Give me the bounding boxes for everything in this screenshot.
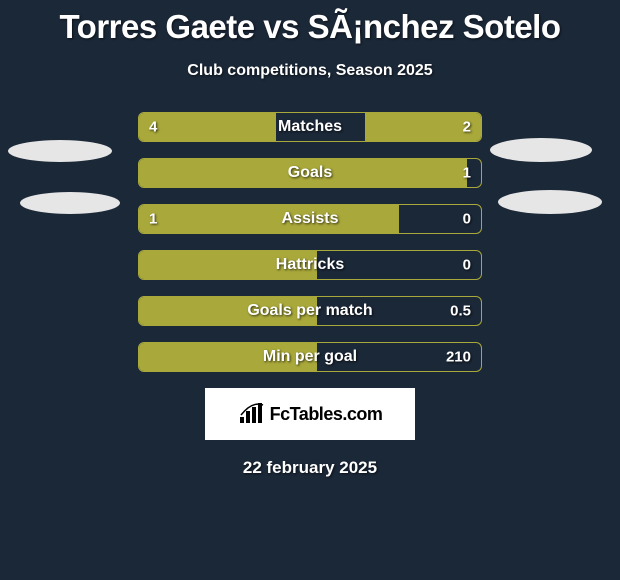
stat-value-right: 0: [463, 257, 471, 274]
stat-value-right: 2: [463, 119, 471, 136]
stat-value-left: 1: [149, 211, 157, 228]
player-oval: [498, 190, 602, 214]
player-oval: [490, 138, 592, 162]
stat-row: Assists 1 0: [138, 204, 482, 234]
stat-label: Goals per match: [247, 302, 372, 320]
stat-bar-left: [139, 205, 399, 233]
stat-row: Hattricks 0: [138, 250, 482, 280]
stat-row: Min per goal 210: [138, 342, 482, 372]
stat-row: Goals 1: [138, 158, 482, 188]
player-oval: [8, 140, 112, 162]
stat-value-right: 1: [463, 165, 471, 182]
stat-label: Matches: [278, 118, 342, 136]
player-oval: [20, 192, 120, 214]
stat-bar-left: [139, 113, 276, 141]
bars-icon: [238, 403, 266, 425]
comparison-subtitle: Club competitions, Season 2025: [0, 62, 620, 80]
stat-row: Matches 4 2: [138, 112, 482, 142]
comparison-title: Torres Gaete vs SÃ¡nchez Sotelo: [0, 0, 620, 46]
stat-label: Min per goal: [263, 348, 357, 366]
stat-label: Goals: [288, 164, 332, 182]
source-logo: FcTables.com: [205, 388, 415, 440]
stat-label: Hattricks: [276, 256, 344, 274]
stat-value-right: 0.5: [450, 303, 471, 320]
stats-chart: Matches 4 2 Goals 1 Assists 1 0 Hattricks 0 Goals …: [0, 112, 620, 372]
stat-label: Assists: [282, 210, 339, 228]
logo-text: FcTables.com: [270, 404, 383, 425]
stat-value-right: 0: [463, 211, 471, 228]
stat-value-left: 4: [149, 119, 157, 136]
comparison-date: 22 february 2025: [0, 458, 620, 478]
stat-row: Goals per match 0.5: [138, 296, 482, 326]
stat-value-right: 210: [446, 349, 471, 366]
